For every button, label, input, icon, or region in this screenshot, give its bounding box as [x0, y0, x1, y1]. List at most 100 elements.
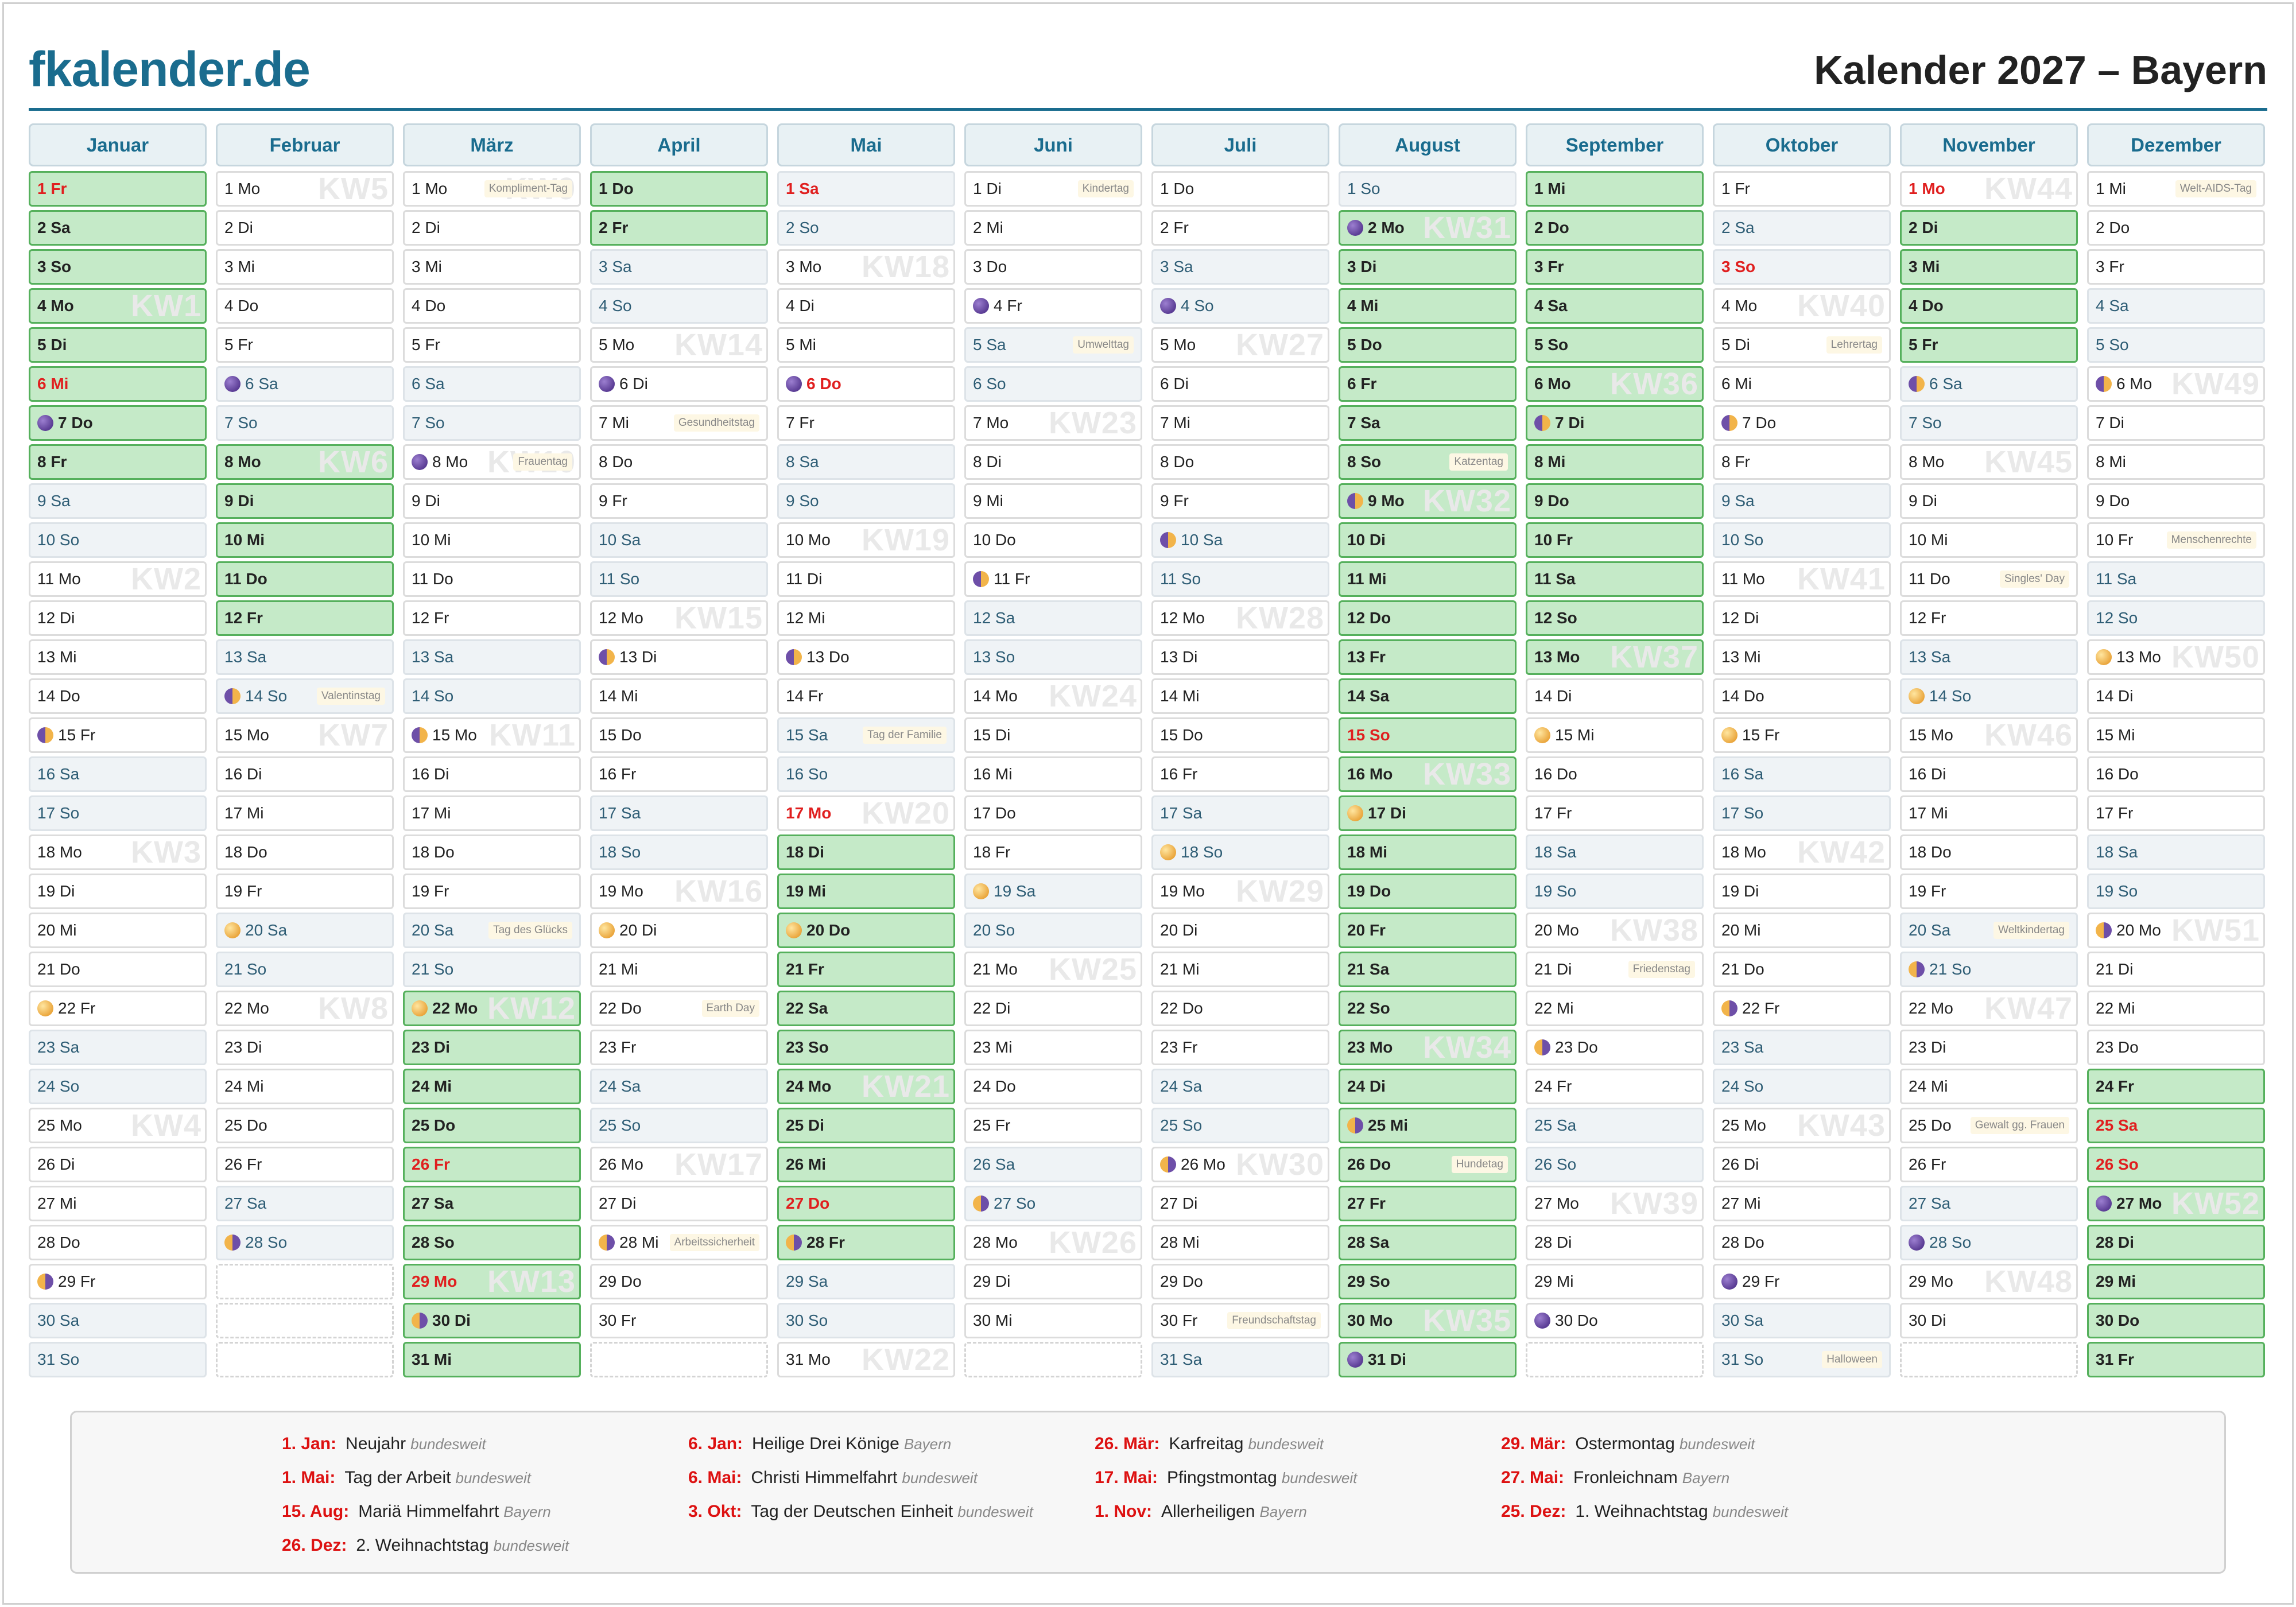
week-number: KW20: [861, 796, 950, 830]
day-label: 25 Do: [1909, 1116, 1952, 1134]
full-moon-icon: [1909, 688, 1925, 704]
day-label: 27 Sa: [412, 1194, 454, 1212]
day-cell: 6 Sa: [403, 366, 581, 402]
full-moon-icon: [412, 1000, 428, 1016]
day-label: 10 Mi: [412, 531, 451, 549]
day-label: 4 Mo: [1721, 297, 1758, 315]
day-label: 7 Mi: [1160, 414, 1190, 432]
day-label: 26 Fr: [224, 1155, 262, 1173]
day-label: 4 Do: [412, 297, 446, 315]
day-cell: 26 Fr: [403, 1147, 581, 1182]
day-label: 14 Mo: [973, 687, 1018, 705]
day-label: 24 Fr: [2096, 1077, 2134, 1095]
day-cell: 3 So: [1713, 249, 1891, 285]
day-label: 11 Sa: [2096, 570, 2137, 588]
week-number: KW16: [674, 874, 763, 909]
day-label: 18 Do: [412, 843, 455, 861]
day-label: 20 Do: [806, 921, 851, 939]
day-cell: 17 Sa: [1151, 795, 1329, 831]
day-label: 8 Fr: [37, 453, 67, 471]
day-cell: 18 Di: [777, 834, 955, 870]
first-quarter-moon-icon: [599, 649, 615, 665]
day-cell: 24 Mi: [1900, 1069, 2078, 1104]
day-label: 31 So: [37, 1350, 80, 1368]
day-cell: 3 Do: [964, 249, 1142, 285]
day-label: 6 Mo: [1534, 375, 1571, 393]
day-cell: KW22 31 Mo: [777, 1342, 955, 1377]
day-cell: 24 Mi: [216, 1069, 394, 1104]
day-cell: KW6 8 Mo: [216, 444, 394, 480]
month-column: Juli 1 Do 2 Fr 3 Sa 4 So KW27 5 Mo 6 Di 7 Mi 8 Do…: [1151, 123, 1329, 1381]
day-cell: 9 Mi: [964, 483, 1142, 519]
day-label: 25 Sa: [2096, 1116, 2138, 1134]
day-label: 14 Fr: [786, 687, 824, 705]
day-label: 18 Mo: [37, 843, 82, 861]
day-cell: 10 Do: [964, 522, 1142, 558]
day-label: 11 Mo: [1721, 570, 1765, 588]
week-number: KW7: [318, 718, 389, 752]
day-cell: 13 Sa: [403, 639, 581, 675]
day-cell: 20 Sa Weltkindertag: [1900, 913, 2078, 948]
day-cell: 6 Do: [777, 366, 955, 402]
day-cell: 23 Fr: [590, 1030, 768, 1065]
day-cell: 8 Fr: [1713, 444, 1891, 480]
day-cell: 24 Fr: [2087, 1069, 2265, 1104]
day-label: 4 Di: [786, 297, 815, 315]
day-cell: 24 So: [1713, 1069, 1891, 1104]
day-label: 15 Do: [599, 726, 642, 744]
day-label: 15 Di: [973, 726, 1011, 744]
day-cell: 27 Mi: [29, 1186, 207, 1221]
day-label: 5 Do: [1347, 336, 1382, 354]
day-cell: 6 Mi: [29, 366, 207, 402]
day-label: 17 Mi: [1909, 804, 1948, 822]
day-label: 5 Mi: [786, 336, 816, 354]
day-label: 12 Mi: [786, 609, 825, 627]
day-label: 25 Mi: [1368, 1116, 1409, 1134]
day-label: 23 Sa: [1721, 1038, 1764, 1056]
week-number: KW42: [1797, 835, 1886, 870]
day-label: 13 Sa: [412, 648, 454, 666]
day-label: 8 Mo: [1909, 453, 1945, 471]
day-label: 14 Di: [2096, 687, 2134, 705]
month-column: Februar KW5 1 Mo 2 Di 3 Mi 4 Do 5 Fr 6 Sa 7 So KW…: [216, 123, 394, 1381]
holiday-name: Mariä Himmelfahrt: [358, 1502, 499, 1521]
day-cell: 28 Mi: [1151, 1225, 1329, 1260]
day-cell: 26 So: [2087, 1147, 2265, 1182]
last-quarter-moon-icon: [1347, 1117, 1363, 1134]
day-cell: 13 Di: [1151, 639, 1329, 675]
day-label: 14 So: [1929, 687, 1972, 705]
day-cell: 15 Do: [590, 717, 768, 753]
day-label: 29 Mi: [2096, 1272, 2136, 1290]
full-moon-icon: [224, 922, 241, 938]
day-cell: 9 Fr: [590, 483, 768, 519]
site-logo[interactable]: fkalender.de: [29, 42, 311, 97]
observance-note: Valentinstag: [316, 688, 385, 705]
day-cell: 16 Sa: [1713, 756, 1891, 792]
day-label: 7 Di: [2096, 414, 2124, 432]
day-cell: 6 Sa: [216, 366, 394, 402]
day-label: 29 Fr: [58, 1272, 96, 1290]
day-label: 18 So: [1181, 843, 1223, 861]
day-cell: 11 Di: [777, 561, 955, 597]
month-header: September: [1526, 123, 1704, 166]
day-label: 3 Sa: [1160, 258, 1193, 275]
holiday-scope: bundesweit: [902, 1469, 978, 1486]
new-moon-icon: [37, 415, 53, 431]
day-label: 20 Fr: [1347, 921, 1386, 939]
day-label: 3 So: [37, 258, 72, 275]
day-cell: 13 Sa: [216, 639, 394, 675]
day-label: 20 Sa: [1909, 921, 1951, 939]
day-cell: 12 Do: [1339, 600, 1517, 636]
day-label: 29 Mo: [1909, 1272, 1953, 1290]
day-cell: 1 Sa: [777, 171, 955, 207]
day-cell: 11 Mi: [1339, 561, 1517, 597]
day-label: 4 Sa: [1534, 297, 1568, 315]
day-cell: 28 So: [1900, 1225, 2078, 1260]
day-cell: 16 Sa: [29, 756, 207, 792]
observance-note: Singles' Day: [1999, 570, 2069, 588]
day-cell: 25 So: [1151, 1108, 1329, 1143]
day-cell: 14 Do: [29, 678, 207, 714]
day-label: 31 Fr: [2096, 1350, 2134, 1368]
day-cell: 2 Sa: [29, 210, 207, 246]
